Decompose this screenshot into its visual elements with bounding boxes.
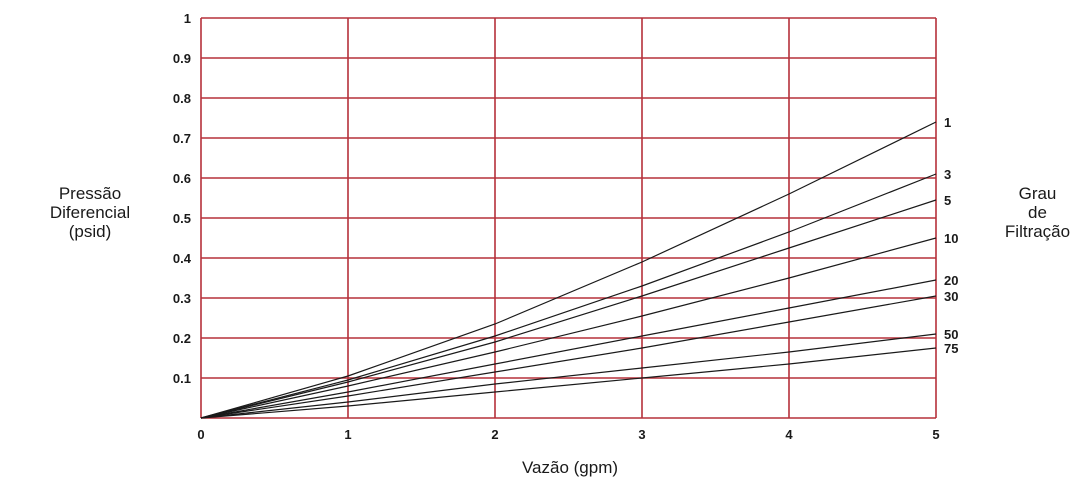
y-tick-label: 0.7 xyxy=(173,131,191,146)
legend-title: Grau de Filtração xyxy=(990,184,1085,241)
x-tick-label: 1 xyxy=(344,427,351,442)
legend-title-line-2: de xyxy=(1028,203,1047,222)
series-line-5 xyxy=(200,199,937,419)
y-tick-label: 0.6 xyxy=(173,171,191,186)
series-label-1: 1 xyxy=(944,115,951,130)
x-tick-label: 3 xyxy=(638,427,645,442)
series-line-30 xyxy=(200,295,937,419)
y-tick-label: 0.2 xyxy=(173,331,191,346)
x-tick-label: 4 xyxy=(785,427,793,442)
x-axis-label: Vazão (gpm) xyxy=(522,458,618,477)
series-label-3: 3 xyxy=(944,167,951,182)
series-label-20: 20 xyxy=(944,273,958,288)
y-axis-label-line-3: (psid) xyxy=(68,222,112,241)
x-tick-label: 0 xyxy=(197,427,204,442)
y-tick-label: 0.8 xyxy=(173,91,191,106)
series-line-75 xyxy=(200,347,937,419)
series-line-1 xyxy=(200,121,937,419)
series-label-10: 10 xyxy=(944,231,958,246)
series-line-50 xyxy=(200,333,937,419)
y-tick-label: 0.5 xyxy=(173,211,191,226)
y-tick-label: 0.3 xyxy=(173,291,191,306)
x-tick-label: 2 xyxy=(491,427,498,442)
y-axis-label-line-1: Pressão xyxy=(58,184,122,203)
x-tick-label: 5 xyxy=(932,427,939,442)
y-tick-label: 0.1 xyxy=(173,371,191,386)
series-label-30: 30 xyxy=(944,289,958,304)
legend-title-line-3: Filtração xyxy=(1004,222,1071,241)
legend-title-line-1: Grau xyxy=(1018,184,1057,203)
series-line-3 xyxy=(200,173,937,419)
series-line-10 xyxy=(200,237,937,419)
series-line-20 xyxy=(200,279,937,419)
y-tick-label: 0.9 xyxy=(173,51,191,66)
series-label-50: 50 xyxy=(944,327,958,342)
y-tick-label: 1 xyxy=(184,11,191,26)
series-label-75: 75 xyxy=(944,341,958,356)
series-lines xyxy=(200,121,937,419)
chart-grid xyxy=(200,17,937,419)
y-axis-label-line-2: Diferencial xyxy=(49,203,131,222)
y-axis-label: Pressão Diferencial (psid) xyxy=(30,184,150,241)
series-label-5: 5 xyxy=(944,193,951,208)
y-tick-label: 0.4 xyxy=(173,251,192,266)
tick-labels: 0.1 0.2 0.3 0.4 0.5 0.6 0.7 0.8 0.9 1 0 1 2 3 4 5 xyxy=(173,11,940,442)
